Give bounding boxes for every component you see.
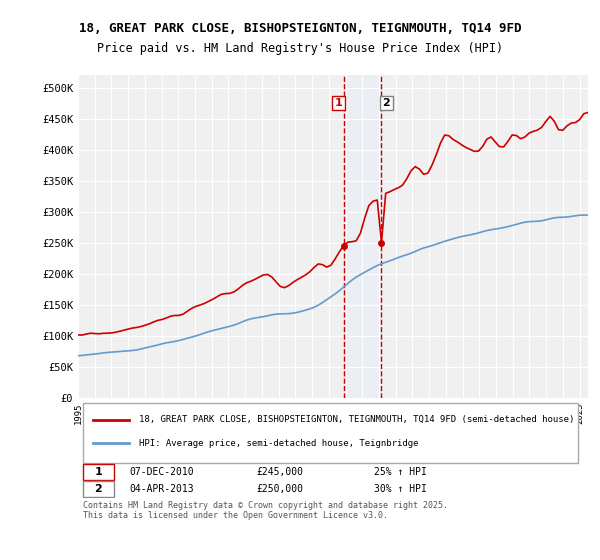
Text: 1: 1	[335, 98, 343, 108]
FancyBboxPatch shape	[83, 464, 114, 480]
Text: 1: 1	[95, 467, 102, 477]
FancyBboxPatch shape	[83, 403, 578, 463]
Text: 18, GREAT PARK CLOSE, BISHOPSTEIGNTON, TEIGNMOUTH, TQ14 9FD: 18, GREAT PARK CLOSE, BISHOPSTEIGNTON, T…	[79, 22, 521, 35]
Text: 2: 2	[383, 98, 391, 108]
Text: HPI: Average price, semi-detached house, Teignbridge: HPI: Average price, semi-detached house,…	[139, 438, 419, 447]
FancyBboxPatch shape	[83, 481, 114, 497]
Text: 30% ↑ HPI: 30% ↑ HPI	[374, 484, 427, 494]
Text: 04-APR-2013: 04-APR-2013	[129, 484, 194, 494]
Text: 18, GREAT PARK CLOSE, BISHOPSTEIGNTON, TEIGNMOUTH, TQ14 9FD (semi-detached house: 18, GREAT PARK CLOSE, BISHOPSTEIGNTON, T…	[139, 416, 575, 424]
Text: 25% ↑ HPI: 25% ↑ HPI	[374, 467, 427, 477]
Text: Price paid vs. HM Land Registry's House Price Index (HPI): Price paid vs. HM Land Registry's House …	[97, 42, 503, 55]
Text: £245,000: £245,000	[257, 467, 304, 477]
Text: £250,000: £250,000	[257, 484, 304, 494]
Text: Contains HM Land Registry data © Crown copyright and database right 2025.
This d: Contains HM Land Registry data © Crown c…	[83, 501, 448, 520]
Text: 2: 2	[95, 484, 102, 494]
Text: 07-DEC-2010: 07-DEC-2010	[129, 467, 194, 477]
Bar	[344, 75, 382, 398]
